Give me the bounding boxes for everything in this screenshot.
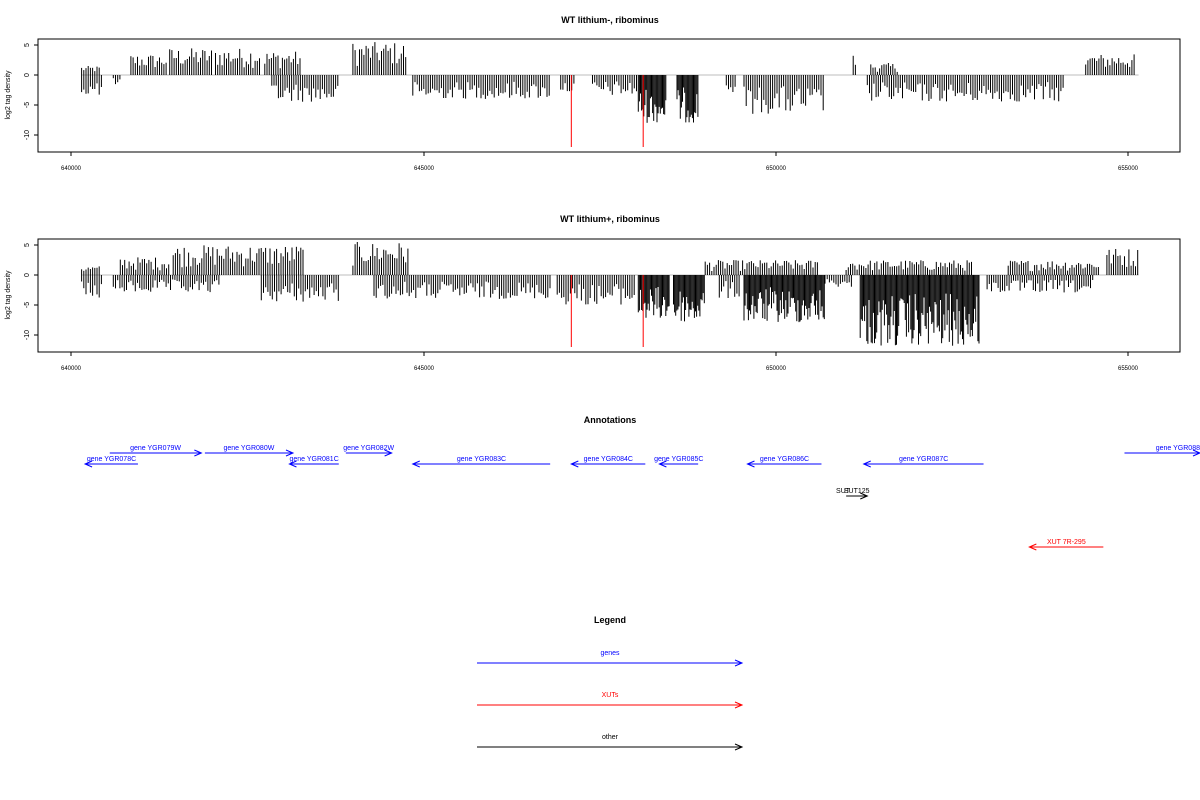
- feature-label: gene YGR083C: [457, 456, 506, 463]
- arrowhead-icon: [194, 449, 203, 457]
- feature-label: gene YGR082W: [343, 445, 394, 452]
- y-axis: 5 0 -5 -10: [24, 243, 38, 340]
- annotations-title: Annotations: [584, 415, 637, 425]
- plot-frame: [37, 38, 1181, 153]
- panel-title: WT lithium+, ribominus: [560, 214, 660, 224]
- x-tick-label: 655000: [1118, 366, 1139, 372]
- feature-label: gene YGR078C: [87, 456, 136, 463]
- y-axis: 5 0 -5 -10: [24, 43, 38, 140]
- arrowhead-icon: [1028, 543, 1037, 551]
- feature-gene: gene YGR087C: [862, 456, 984, 468]
- arrowhead-icon: [734, 743, 744, 751]
- feature-gene: gene YGR088: [1124, 445, 1200, 457]
- arrowhead-icon: [734, 701, 744, 709]
- feature-gene: gene YGR082W: [343, 445, 395, 457]
- x-tick-label: 640000: [61, 166, 82, 172]
- feature-gene: gene YGR078C: [83, 456, 138, 468]
- panel-lithium-minus: WT lithium-, ribominus log2 tag density …: [5, 15, 1181, 172]
- tracks: [81, 42, 1139, 147]
- arrowhead-icon: [734, 659, 744, 667]
- feature-gene: gene YGR086C: [746, 456, 822, 468]
- y-tick-label: -10: [24, 330, 31, 340]
- y-tick-label: 0: [24, 73, 31, 77]
- arrowhead-icon: [862, 460, 871, 468]
- arrowhead-icon: [83, 460, 93, 468]
- panel-title: WT lithium-, ribominus: [561, 15, 659, 25]
- plot-frame: [37, 238, 1181, 353]
- legend-item: XUTs: [477, 692, 744, 709]
- arrowhead-icon: [288, 460, 297, 468]
- arrowhead-icon: [1192, 449, 1200, 457]
- feature-label: XUT 7R-295: [1047, 539, 1086, 546]
- feature-label: gene YGR086C: [760, 456, 809, 463]
- feature-label: gene YGR080W: [223, 445, 274, 452]
- arrowhead-icon: [658, 460, 667, 468]
- x-tick-label: 655000: [1118, 166, 1139, 172]
- feature-xut: XUT 7R-295: [1028, 539, 1104, 551]
- legend-title: Legend: [594, 615, 626, 625]
- feature-gene: gene YGR080W: [204, 445, 295, 457]
- legend: Legend genes XUTs other: [477, 615, 744, 751]
- x-axis: 640000 645000 650000 655000: [61, 352, 1139, 372]
- tracks: [81, 242, 1139, 347]
- feature-gene: gene YGR084C: [570, 456, 646, 468]
- feature-label: gene YGR081C: [289, 456, 338, 463]
- feature-label: gene YGR088: [1156, 445, 1200, 452]
- y-tick-label: -5: [24, 102, 31, 108]
- x-tick-label: 645000: [414, 166, 435, 172]
- x-tick-label: 650000: [766, 166, 787, 172]
- feature-other: SUT: [836, 488, 851, 495]
- legend-label: XUTs: [602, 692, 619, 699]
- feature-label: gene YGR079W: [130, 445, 181, 452]
- x-tick-label: 645000: [414, 366, 435, 372]
- arrowhead-icon: [746, 460, 755, 468]
- feature-gene: gene YGR085C: [654, 456, 703, 468]
- y-tick-label: -5: [24, 302, 31, 308]
- feature-label: SUT125: [844, 488, 870, 495]
- panel-lithium-plus: WT lithium+, ribominus log2 tag density …: [5, 214, 1181, 372]
- legend-label: other: [602, 734, 619, 741]
- feature-gene: gene YGR083C: [411, 456, 551, 468]
- y-axis-label: log2 tag density: [5, 70, 12, 120]
- arrowhead-icon: [570, 460, 579, 468]
- feature-track: gene YGR078C gene YGR079W gene YGR080W gene…: [83, 445, 1200, 551]
- y-tick-label: 5: [24, 243, 31, 247]
- arrowhead-icon: [285, 449, 295, 457]
- feature-label: SUT: [836, 488, 851, 495]
- feature-gene: gene YGR079W: [109, 445, 203, 457]
- legend-item: genes: [477, 650, 744, 667]
- x-tick-label: 640000: [61, 366, 82, 372]
- feature-gene: gene YGR081C: [288, 456, 339, 468]
- feature-label: gene YGR084C: [584, 456, 633, 463]
- y-tick-label: 0: [24, 273, 31, 277]
- y-axis-label: log2 tag density: [5, 270, 12, 320]
- arrowhead-icon: [860, 492, 869, 500]
- feature-label: gene YGR085C: [654, 456, 703, 463]
- x-axis: 640000 645000 650000 655000: [61, 152, 1139, 172]
- arrowhead-icon: [384, 449, 393, 457]
- y-tick-label: 5: [24, 43, 31, 47]
- feature-other: SUT125: [844, 488, 870, 500]
- legend-label: genes: [600, 650, 620, 657]
- feature-label: gene YGR087C: [899, 456, 948, 463]
- y-tick-label: -10: [24, 130, 31, 140]
- arrowhead-icon: [411, 460, 420, 468]
- legend-item: other: [477, 734, 744, 751]
- x-tick-label: 650000: [766, 366, 787, 372]
